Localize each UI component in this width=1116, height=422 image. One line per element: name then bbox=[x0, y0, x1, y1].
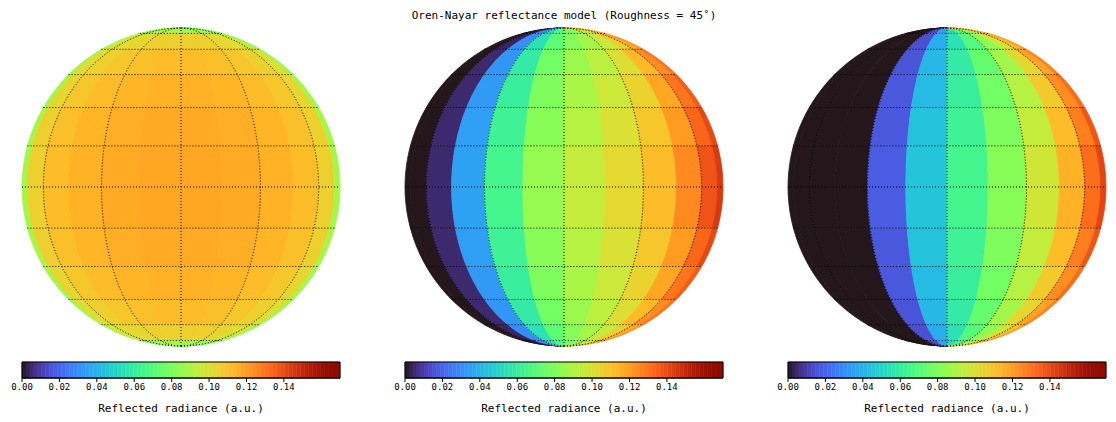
svg-text:0.12: 0.12 bbox=[619, 382, 641, 392]
svg-text:Oren-Nayar reflectance model (: Oren-Nayar reflectance model (Roughness … bbox=[412, 9, 717, 22]
svg-text:0.06: 0.06 bbox=[506, 382, 528, 392]
svg-text:0.14: 0.14 bbox=[656, 382, 678, 392]
svg-text:0.10: 0.10 bbox=[198, 382, 220, 392]
svg-text:0.08: 0.08 bbox=[927, 382, 949, 392]
svg-text:0.04: 0.04 bbox=[852, 382, 874, 392]
svg-text:0.02: 0.02 bbox=[432, 382, 454, 392]
svg-text:0.14: 0.14 bbox=[273, 382, 295, 392]
svg-text:0.14: 0.14 bbox=[1039, 382, 1061, 392]
svg-text:Reflected radiance (a.u.): Reflected radiance (a.u.) bbox=[864, 402, 1030, 415]
svg-text:0.04: 0.04 bbox=[86, 382, 108, 392]
svg-text:0.06: 0.06 bbox=[123, 382, 145, 392]
svg-text:Reflected radiance (a.u.): Reflected radiance (a.u.) bbox=[98, 402, 264, 415]
svg-text:0.00: 0.00 bbox=[394, 382, 416, 392]
svg-text:0.10: 0.10 bbox=[964, 382, 986, 392]
svg-text:0.02: 0.02 bbox=[815, 382, 837, 392]
svg-text:0.00: 0.00 bbox=[777, 382, 799, 392]
svg-text:0.08: 0.08 bbox=[544, 382, 566, 392]
svg-text:0.00: 0.00 bbox=[11, 382, 33, 392]
svg-text:Reflected radiance (a.u.): Reflected radiance (a.u.) bbox=[481, 402, 647, 415]
svg-text:0.12: 0.12 bbox=[1002, 382, 1024, 392]
svg-text:0.02: 0.02 bbox=[49, 382, 71, 392]
svg-text:0.12: 0.12 bbox=[236, 382, 258, 392]
svg-text:0.10: 0.10 bbox=[581, 382, 603, 392]
svg-text:0.04: 0.04 bbox=[469, 382, 491, 392]
svg-text:0.06: 0.06 bbox=[889, 382, 911, 392]
svg-text:0.08: 0.08 bbox=[161, 382, 183, 392]
